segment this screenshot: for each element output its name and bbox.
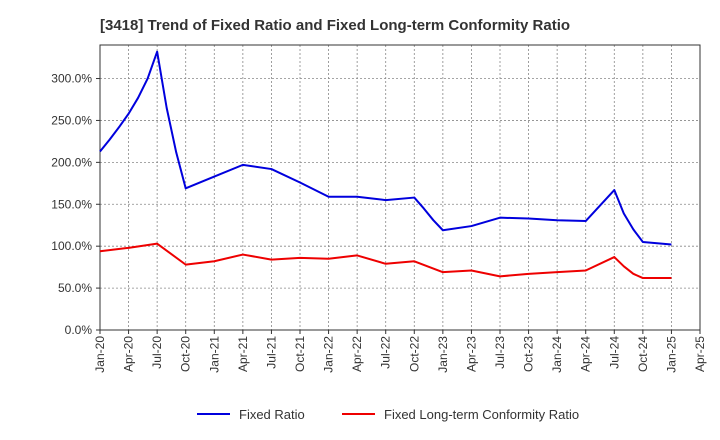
y-tick-label: 200.0% — [51, 155, 92, 169]
x-tick-label: Apr-24 — [579, 336, 593, 372]
x-tick-label: Jan-24 — [550, 336, 564, 373]
x-tick-label: Jan-25 — [664, 336, 678, 373]
y-tick-label: 300.0% — [51, 72, 92, 86]
legend-label-2: Fixed Long-term Conformity Ratio — [384, 407, 579, 422]
x-tick-label: Apr-20 — [122, 336, 136, 372]
legend-label-1: Fixed Ratio — [239, 407, 305, 422]
series-layer — [99, 50, 672, 280]
x-tick-label: Jan-21 — [207, 336, 221, 373]
plot-area-frame — [99, 44, 701, 331]
x-tick-label: Apr-22 — [350, 336, 364, 372]
x-tick-label: Oct-21 — [293, 336, 307, 372]
x-tick-label: Jul-22 — [379, 336, 393, 369]
x-tick-label: Jul-24 — [607, 336, 621, 369]
x-tick-label: Jan-22 — [322, 336, 336, 373]
x-tick-label: Oct-20 — [179, 336, 193, 372]
series-line-2 — [99, 242, 672, 280]
x-tick-label: Jan-20 — [93, 336, 107, 373]
grid-lines — [100, 45, 700, 330]
chart-title: [3418] Trend of Fixed Ratio and Fixed Lo… — [100, 17, 570, 34]
y-axis-ticks: 0.0% 50.0% 100.0% 150.0% 200.0% 250.0% 300.0% — [51, 72, 100, 337]
x-tick-label: Jul-23 — [493, 336, 507, 369]
x-tick-label: Oct-22 — [407, 336, 421, 372]
x-tick-label: Jan-23 — [436, 336, 450, 373]
x-tick-label: Jul-20 — [150, 336, 164, 369]
series-line-1 — [99, 50, 672, 246]
x-tick-label: Oct-23 — [522, 336, 536, 372]
y-tick-label: 150.0% — [51, 197, 92, 211]
x-axis-ticks: Jan-20 Apr-20 Jul-20 Oct-20 Jan-21 Apr-21 Jul-… — [93, 330, 707, 373]
y-tick-label: 50.0% — [58, 281, 92, 295]
x-tick-label: Apr-25 — [693, 336, 707, 372]
y-tick-label: 100.0% — [51, 239, 92, 253]
x-tick-label: Jul-21 — [264, 336, 278, 369]
y-tick-label: 250.0% — [51, 113, 92, 127]
x-tick-label: Oct-24 — [636, 336, 650, 372]
x-tick-label: Apr-23 — [464, 336, 478, 372]
x-tick-label: Apr-21 — [236, 336, 250, 372]
y-tick-label: 0.0% — [65, 323, 93, 337]
legend: Fixed Ratio Fixed Long-term Conformity Ra… — [197, 407, 579, 422]
